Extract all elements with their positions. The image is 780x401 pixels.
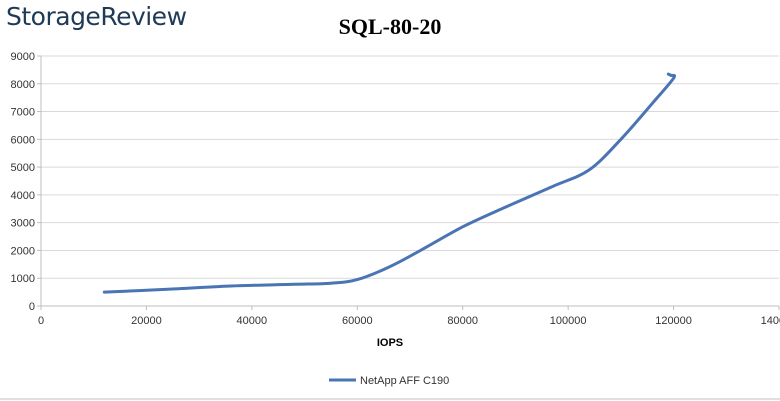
y-tick-label: 6000 (11, 134, 35, 146)
y-tick-label: 2000 (11, 245, 35, 257)
y-tick-label: 8000 (11, 79, 35, 91)
x-tick-label: 80000 (447, 315, 478, 327)
y-tick-label: 1000 (11, 273, 35, 285)
y-tick-label: 5000 (11, 162, 35, 174)
chart-title: SQL-80-20 (338, 14, 442, 39)
x-tick-label: 20000 (131, 315, 162, 327)
x-axis-ticks: 0 20000 40000 60000 80000 100000 120000 140000 (38, 306, 780, 327)
y-axis-ticks: 0 1000 2000 3000 4000 5000 6000 7000 8000 9000 (11, 51, 41, 313)
series-line (102, 72, 677, 294)
x-tick-label: 0 (38, 315, 44, 327)
y-tick-label: 3000 (11, 218, 35, 230)
storagereview-logo: StorageReview (6, 2, 187, 31)
x-tick-label: 120000 (655, 315, 692, 327)
gridlines (41, 55, 779, 279)
y-tick-label: 7000 (11, 107, 35, 119)
legend-label: NetApp AFF C190 (360, 375, 449, 387)
y-tick-label: 4000 (11, 190, 35, 202)
x-tick-label: 40000 (237, 315, 268, 327)
x-tick-label: 100000 (550, 315, 587, 327)
y-tick-label: 9000 (11, 51, 35, 63)
y-tick-label: 0 (29, 301, 35, 313)
x-axis-title: IOPS (377, 337, 403, 349)
x-tick-label: 60000 (342, 315, 373, 327)
legend: NetApp AFF C190 (329, 375, 449, 387)
series-group (102, 72, 677, 294)
x-tick-label: 140000 (761, 315, 780, 327)
